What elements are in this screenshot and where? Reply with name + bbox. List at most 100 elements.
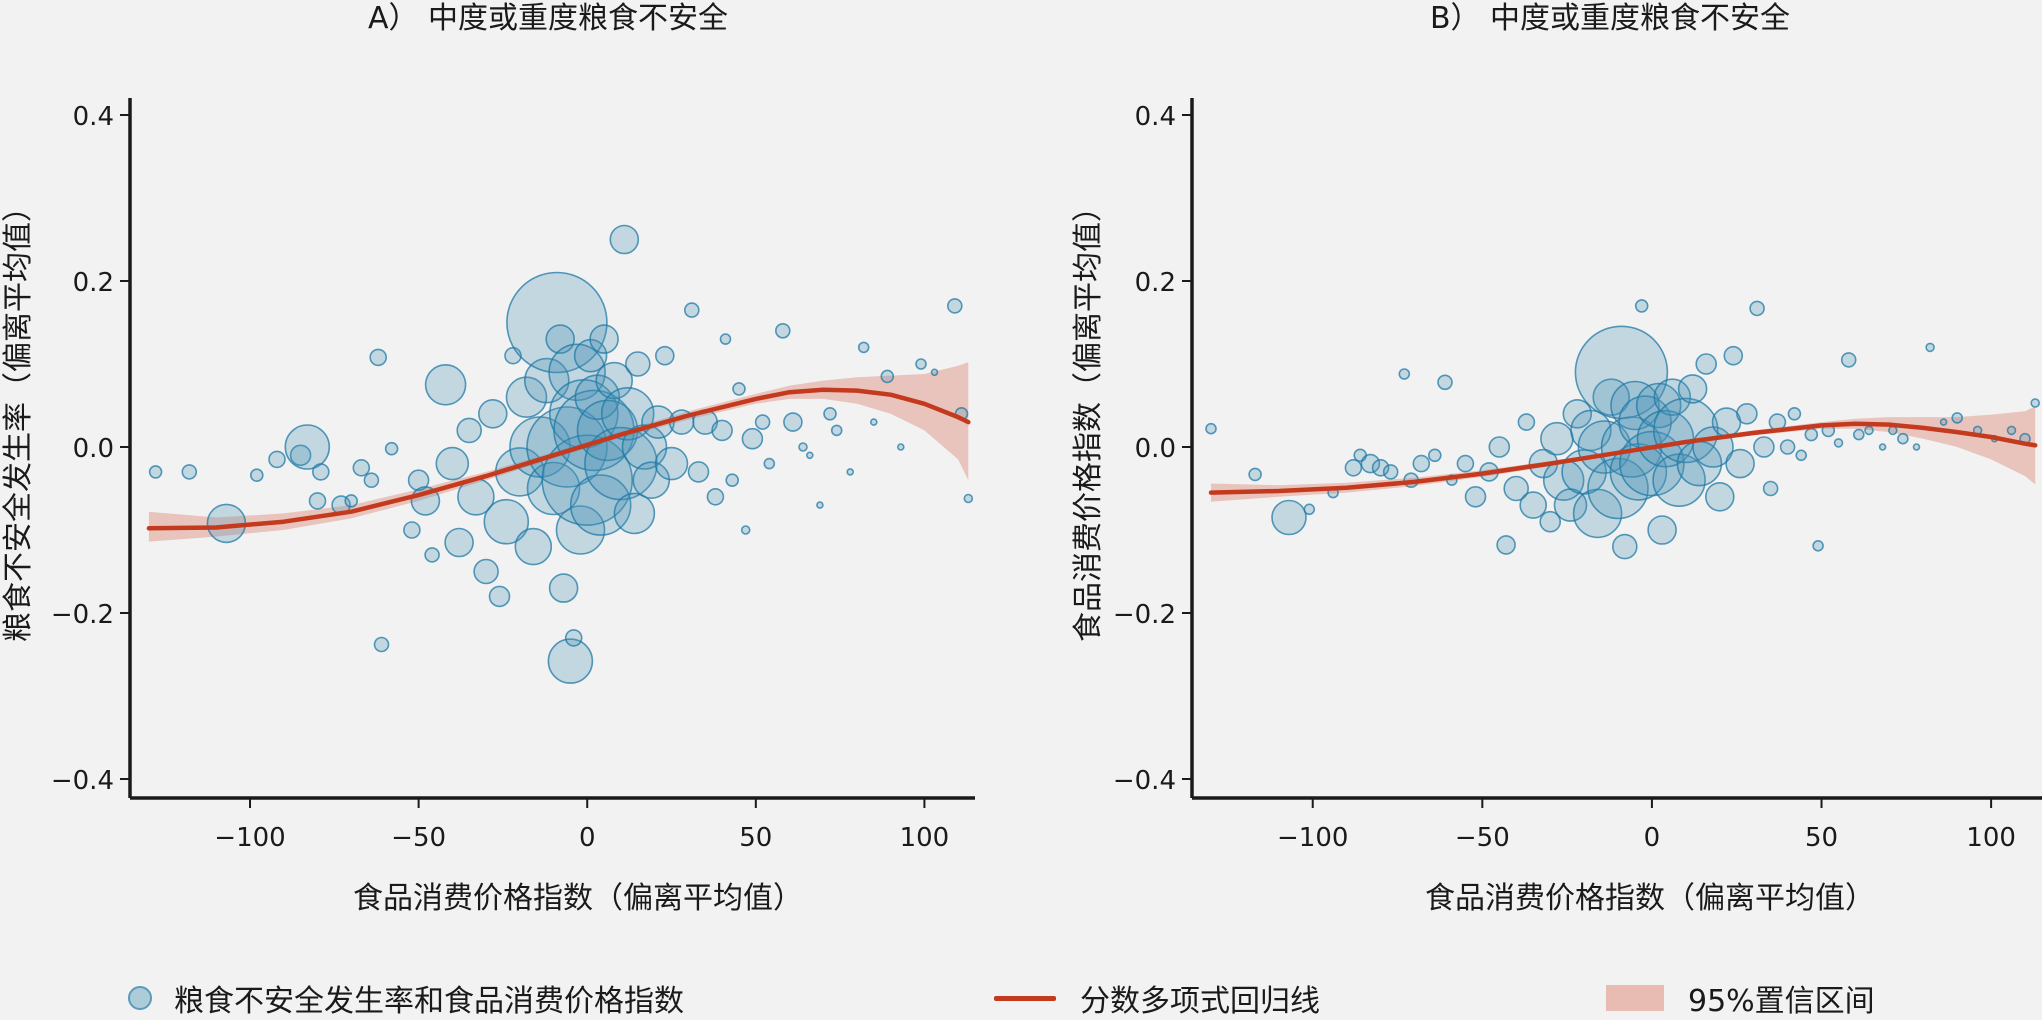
data-point — [1577, 420, 1632, 474]
x-tick-label: 100 — [900, 823, 950, 853]
data-point — [1398, 368, 1411, 380]
data-point — [624, 351, 651, 377]
x-axis-label: 食品消费价格指数（偏离平均值） — [1425, 881, 1875, 916]
data-point — [621, 424, 668, 470]
legend-points-label: 粮食不安全发生率和食品消费价格指数 — [174, 984, 684, 1019]
data-point — [740, 525, 751, 535]
data-point — [514, 527, 553, 566]
fit-line — [146, 387, 971, 531]
data-point — [1762, 480, 1779, 497]
data-point — [1677, 374, 1708, 404]
data-point — [741, 427, 764, 450]
data-point — [1371, 458, 1390, 477]
data-point — [732, 382, 746, 396]
y-tick-label: 0.0 — [1135, 434, 1176, 464]
legend-band-icon — [1606, 985, 1664, 1011]
data-point — [1488, 436, 1511, 458]
data-point — [268, 450, 286, 469]
data-point — [352, 458, 371, 477]
x-tick-label: −50 — [1455, 823, 1510, 853]
data-point — [1779, 439, 1796, 455]
data-point — [1736, 402, 1758, 425]
data-point — [1519, 491, 1547, 519]
data-point — [473, 558, 499, 585]
x-tick-label: −50 — [391, 823, 446, 853]
data-point — [719, 333, 732, 345]
data-point — [1503, 475, 1529, 502]
data-point — [1540, 421, 1574, 456]
data-point — [1653, 378, 1692, 417]
data-point — [344, 494, 359, 508]
data-point — [477, 398, 508, 429]
data-point — [284, 424, 331, 470]
data-point — [783, 412, 803, 432]
data-point — [725, 473, 740, 488]
data-point — [1695, 353, 1717, 375]
y-tick-label: 0.2 — [1135, 268, 1176, 298]
data-point — [311, 463, 330, 481]
data-point — [1647, 515, 1677, 545]
data-point — [1344, 458, 1363, 477]
y-tick-label: 0.0 — [73, 434, 114, 464]
data-point — [805, 451, 814, 460]
data-point — [1382, 464, 1399, 480]
y-tick-label: −0.2 — [51, 600, 114, 630]
data-point — [595, 361, 634, 400]
data-point — [1864, 425, 1874, 436]
data-point — [1840, 352, 1857, 368]
data-point — [555, 505, 606, 555]
data-point — [763, 457, 776, 470]
chart-panel-b: B） 中度或重度粮食不安全 0.4 0.2 0.0 −0.2 −0.4 −100 −50 0 50… — [1071, 1, 2042, 916]
data-point — [930, 368, 939, 377]
data-point — [687, 461, 710, 483]
data-point — [774, 322, 791, 339]
data-point — [1456, 454, 1475, 473]
data-point — [654, 345, 675, 366]
data-point — [444, 527, 474, 558]
data-point — [915, 358, 927, 370]
data-point — [1271, 499, 1307, 536]
chart-panel-a: A） 中度或重度粮食不安全 0.4 0.2 0.0 −0.2 −0.4 −100 −50 0 50… — [1, 1, 975, 916]
x-tick-label: 0 — [579, 823, 596, 853]
data-point — [407, 469, 430, 492]
data-point — [181, 464, 198, 480]
x-tick-label: −100 — [214, 823, 285, 853]
data-point — [1428, 448, 1442, 463]
data-point — [1562, 398, 1593, 429]
data-point — [613, 492, 656, 535]
data-point — [706, 487, 725, 506]
x-axis-label: 食品消费价格指数（偏离平均值） — [353, 881, 803, 916]
x-tick-label: −100 — [1277, 823, 1348, 853]
data-point — [424, 547, 440, 563]
data-point — [1587, 457, 1649, 520]
legend-bubble-icon — [128, 986, 152, 1010]
data-point — [963, 493, 974, 504]
data-point — [1749, 300, 1765, 317]
data-point — [798, 442, 808, 452]
data-point — [505, 376, 548, 419]
data-point — [548, 573, 579, 603]
fit-line — [1208, 421, 2038, 495]
data-point — [506, 271, 608, 374]
chart-title: A） 中度或重度粮食不安全 — [368, 1, 728, 36]
x-tick-label: 100 — [1966, 823, 2016, 853]
data-point — [816, 501, 824, 509]
y-tick-label: −0.2 — [1113, 600, 1176, 630]
y-axis-label: 食品消费价格指数（偏离平均值） — [1071, 192, 1106, 642]
x-tick-label: 0 — [1644, 823, 1661, 853]
data-point — [589, 324, 619, 354]
legend-line-label: 分数多项式回归线 — [1080, 984, 1320, 1019]
data-point — [1634, 299, 1649, 313]
data-point — [488, 585, 511, 608]
data-point — [869, 418, 878, 426]
data-point — [526, 406, 608, 488]
data-point — [683, 302, 700, 318]
data-point — [289, 444, 312, 467]
data-point — [1612, 533, 1638, 560]
legend-line: 分数多项式回归线 — [994, 980, 1320, 1019]
data-point — [1592, 378, 1630, 417]
data-point — [2006, 425, 2017, 436]
data-point — [1412, 454, 1431, 473]
data-point — [711, 419, 733, 442]
data-point — [1833, 438, 1844, 448]
